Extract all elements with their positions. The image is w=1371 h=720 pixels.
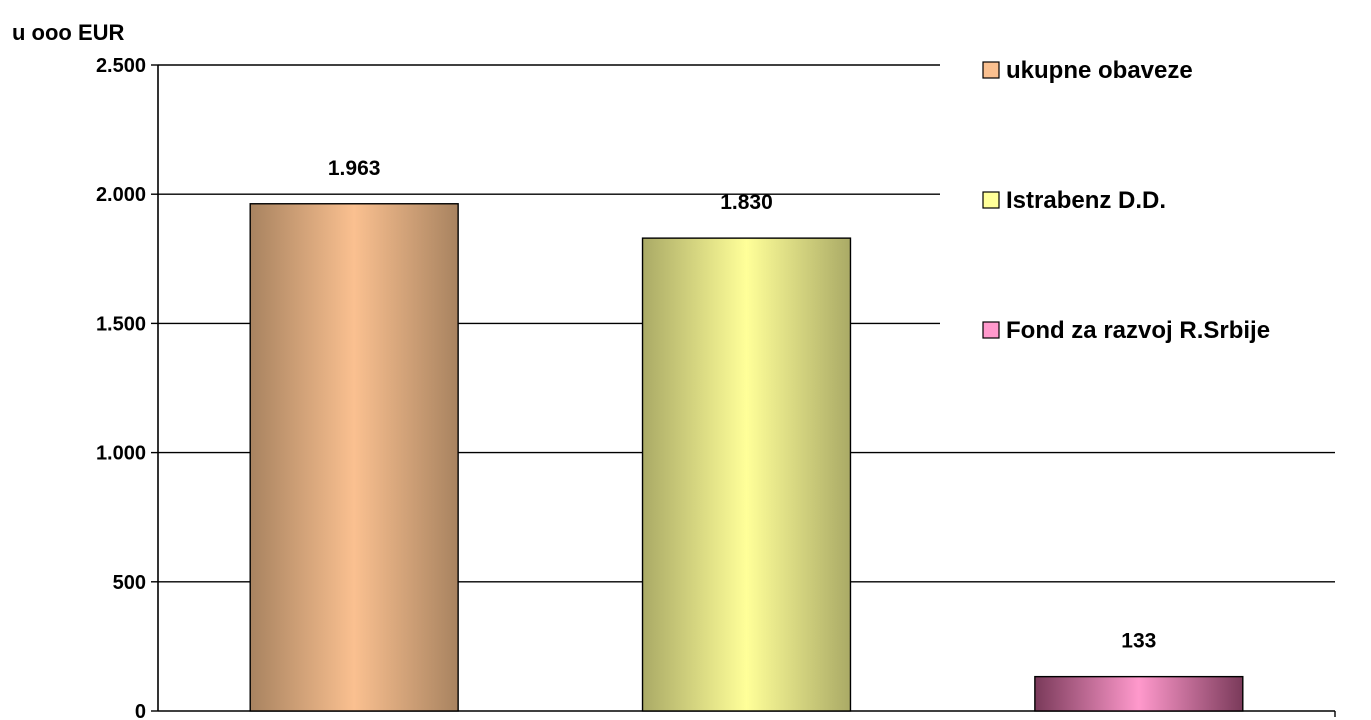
data-label: 1.963 [328,157,381,180]
y-axis-title: u ooo EUR [12,20,125,45]
y-tick-label: 0 [135,701,146,720]
legend-swatch [983,62,999,78]
data-label: 1.830 [720,191,773,214]
y-tick-label: 2.500 [96,55,146,77]
legend: ukupne obaveze Istrabenz D.D. Fond za razv… [940,40,1371,370]
legend-label: Istrabenz D.D. [1006,187,1166,214]
legend-label: Fond za razvoj R.Srbije [1006,317,1270,344]
bar [1035,677,1243,711]
bar [250,204,458,711]
y-tick-label: 2.000 [96,184,146,206]
legend-swatch [983,322,999,338]
bar [643,238,851,711]
legend-label: ukupne obaveze [1006,57,1193,84]
data-label: 133 [1121,630,1156,653]
y-tick-label: 1.000 [96,443,146,465]
y-tick-label: 500 [113,572,146,594]
y-tick-labels: 0 500 1.000 1.500 2.000 2.500 [96,55,146,720]
y-tick-label: 1.500 [96,313,146,335]
legend-swatch [983,192,999,208]
